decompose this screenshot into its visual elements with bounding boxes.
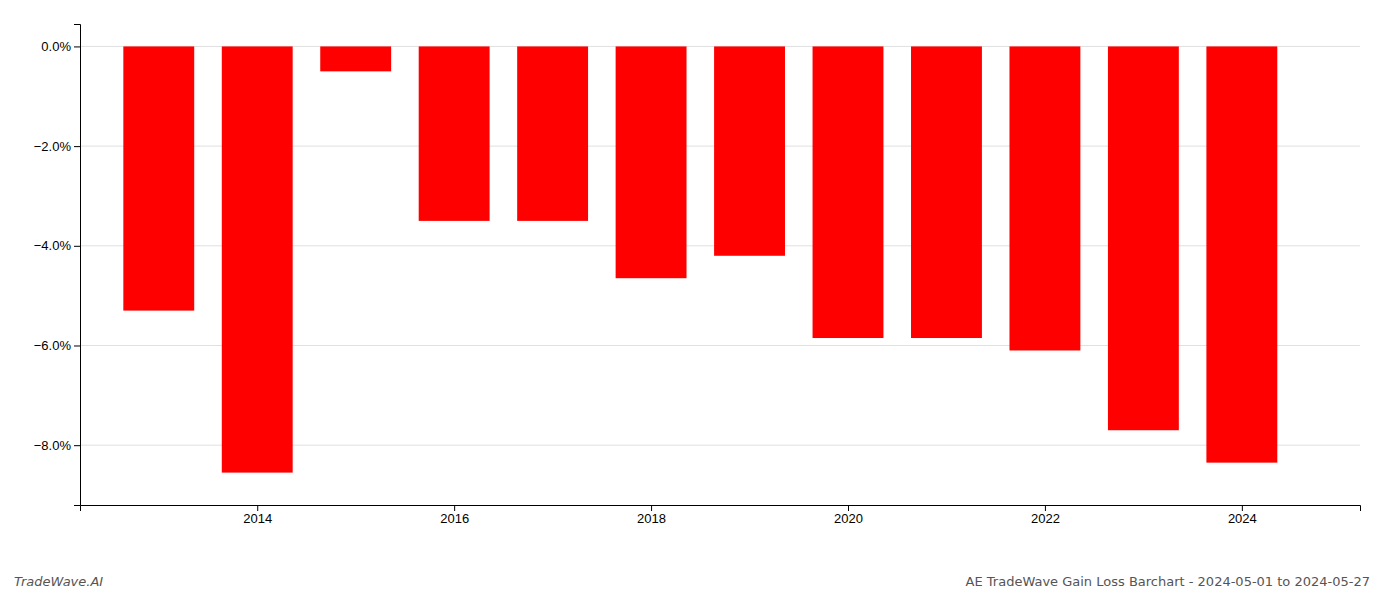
bar [517, 46, 588, 220]
tick-label: 0.0% [41, 39, 71, 54]
bar [911, 46, 982, 338]
tick-mark [74, 246, 80, 247]
y-axis: 0.0% −2.0% −4.0% −6.0% −8.0% [34, 25, 81, 506]
tick-label: −6.0% [34, 338, 72, 353]
bar [123, 46, 194, 310]
plot-area [123, 46, 1277, 472]
bar [616, 46, 687, 278]
tick-mark [74, 46, 80, 47]
tick: −4.0% [34, 238, 80, 253]
bar [1009, 46, 1080, 350]
tick-mark [848, 505, 849, 511]
tick-label: −2.0% [34, 139, 72, 154]
tick-mark [74, 146, 80, 147]
axis-line [81, 506, 1361, 512]
tick: 2020 [834, 505, 863, 526]
tick: 2016 [440, 505, 469, 526]
tick: −2.0% [34, 139, 80, 154]
bar [714, 46, 785, 255]
tick-mark [454, 505, 455, 511]
tick-label: 2020 [834, 511, 863, 526]
tick-label: −8.0% [34, 438, 72, 453]
tick-mark [74, 445, 80, 446]
tick: 0.0% [41, 39, 80, 54]
tick-mark [651, 505, 652, 511]
tick: 2018 [637, 505, 666, 526]
tick-label: 2018 [637, 511, 666, 526]
axis-line [74, 25, 81, 506]
bar [222, 46, 293, 472]
bar [813, 46, 884, 338]
tick: 2014 [243, 505, 272, 526]
bar [1206, 46, 1277, 462]
annotation: TradeWave.AI [14, 574, 103, 589]
tick-mark [1045, 505, 1046, 511]
bar [320, 46, 391, 71]
x-axis: 2014 2016 2018 2020 2022 2024 [81, 505, 1361, 526]
chart: 2014 2016 2018 2020 2022 2024 0.0% −2.0% −4.0% −6… [0, 0, 1400, 600]
tick-mark [1242, 505, 1243, 511]
tick-label: 2022 [1031, 511, 1060, 526]
tick-label: 2024 [1228, 511, 1257, 526]
bar [1108, 46, 1179, 430]
title: AE TradeWave Gain Loss Barchart - 2024-0… [966, 574, 1370, 589]
tick-mark [257, 505, 258, 511]
tick: −6.0% [34, 338, 80, 353]
tick-label: 2014 [243, 511, 272, 526]
tick-label: −4.0% [34, 238, 72, 253]
tick: 2022 [1031, 505, 1060, 526]
bar [419, 46, 490, 220]
tick: 2024 [1228, 505, 1257, 526]
tick-label: 2016 [440, 511, 469, 526]
tick: −8.0% [34, 438, 80, 453]
tick-mark [74, 345, 80, 346]
